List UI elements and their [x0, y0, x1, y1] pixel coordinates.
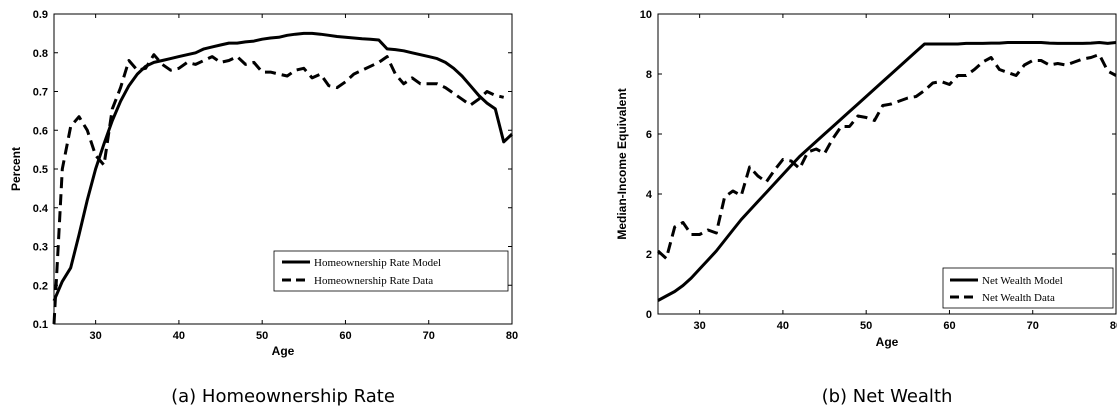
y-tick-label: 0.6: [33, 125, 48, 137]
x-tick-label: 70: [1027, 320, 1039, 332]
series-lines: [52, 31, 514, 325]
series-line-data: [52, 53, 505, 325]
series-line-model: [52, 31, 514, 302]
y-tick-label: 0.5: [33, 164, 48, 176]
series-lines: [656, 41, 1117, 302]
chart-caption: (b) Net Wealth: [822, 386, 953, 407]
x-tick-label: 50: [860, 320, 872, 332]
chart-panel-homeownership: 30 40 50 60 70 800.10.20.30.40.50.60.70.80.9 …: [9, 9, 518, 407]
y-tick-label: 0.4: [33, 203, 49, 215]
x-tick-label: 40: [777, 320, 789, 332]
legend: Homeownership Rate Model Homeownership R…: [273, 250, 509, 292]
axis-ticks: 30 40 50 60 70 80 0.1 0.2 0.3 0.4 0.5 0.6 0.7 0.8 0.9: [33, 9, 518, 342]
y-tick-label: 0.3: [33, 242, 48, 254]
legend-label-data: Homeownership Rate Data: [314, 275, 433, 287]
legend-label-model: Homeownership Rate Model: [314, 257, 441, 269]
y-tick-label: 10: [640, 9, 652, 21]
y-tick-label: 0: [646, 309, 652, 321]
chart-panel-net-wealth: 30 40 50 60 70 80 0 2 4 6 8 10 Age Median-Income Eq…: [615, 9, 1117, 407]
y-tick-label: 0.8: [33, 48, 48, 60]
x-tick-label: 70: [423, 330, 435, 342]
y-tick-label: 8: [646, 69, 652, 81]
y-tick-label: 6: [646, 129, 652, 141]
x-tick-label: 80: [1110, 320, 1117, 332]
x-axis-label: Age: [876, 335, 899, 349]
x-tick-label: 50: [256, 330, 268, 342]
legend-box: [273, 250, 509, 292]
y-axis-label: Percent: [9, 147, 23, 191]
legend: Net Wealth Model Net Wealth Data: [942, 267, 1114, 309]
legend-box: [942, 267, 1114, 309]
x-tick-label: 60: [339, 330, 351, 342]
plot-area: [657, 13, 1117, 315]
y-tick-label: 0.7: [33, 87, 48, 99]
legend-label-model: Net Wealth Model: [982, 275, 1063, 287]
chart-caption: (a) Homeownership Rate: [171, 386, 395, 407]
y-tick-label: 0.1: [33, 319, 48, 331]
x-tick-label: 60: [943, 320, 955, 332]
y-tick-label: 4: [646, 189, 653, 201]
x-axis-label: Age: [272, 344, 295, 358]
series-line-data: [656, 53, 1117, 260]
x-tick-label: 30: [90, 330, 102, 342]
y-tick-label: 0.2: [33, 280, 48, 292]
y-tick-label: 2: [646, 249, 652, 261]
legend-label-data: Net Wealth Data: [982, 292, 1055, 304]
x-tick-label: 30: [694, 320, 706, 332]
x-tick-label: 40: [173, 330, 185, 342]
y-axis-label: Median-Income Equivalent: [615, 88, 629, 239]
series-line-model: [657, 41, 1117, 302]
y-tick-label: 0.9: [33, 9, 48, 21]
x-tick-label: 80: [506, 330, 518, 342]
